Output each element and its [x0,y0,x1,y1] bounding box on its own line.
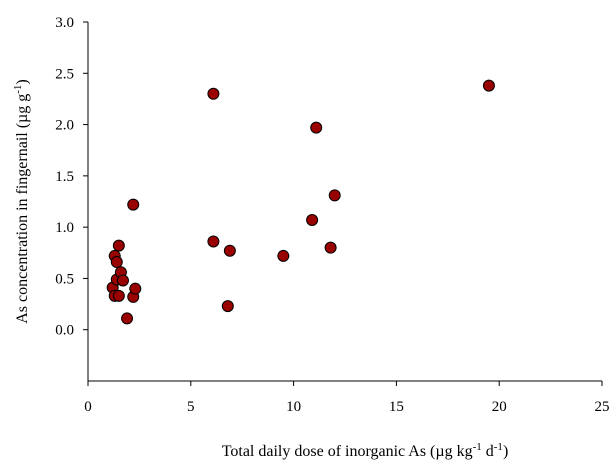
x-tick-label: 5 [187,399,195,415]
data-point [112,239,125,252]
data-point [223,244,236,257]
x-axis-title: Total daily dose of inorganic As (µg kg-… [222,441,509,460]
y-ticks: 0.0 0.5 1.0 1.5 2.0 2.5 3.0 [55,15,88,339]
data-point [482,79,495,92]
data-point [110,256,123,269]
data-points [106,79,495,325]
data-point [127,198,140,211]
data-point [324,241,337,254]
x-tick-label: 0 [84,399,92,415]
y-tick-label: 2.0 [55,118,74,134]
x-tick-label: 25 [595,399,610,415]
x-tick-label: 15 [389,399,404,415]
y-tick-label: 2.5 [55,66,74,82]
data-point [207,87,220,100]
x-tick-label: 10 [286,399,301,415]
data-point [207,235,220,248]
y-tick-label: 0.0 [55,323,74,339]
y-tick-label: 3.0 [55,15,74,31]
data-point [121,312,134,325]
axes [87,22,602,382]
data-point [277,249,290,262]
data-point [221,300,234,313]
data-point [306,213,319,226]
y-tick-label: 0.5 [55,271,74,287]
x-tick-label: 20 [492,399,507,415]
y-tick-label: 1.0 [55,220,74,236]
y-tick-label: 1.5 [55,169,74,185]
data-point [129,282,142,295]
data-point [328,189,341,202]
data-point [310,121,323,134]
data-point [112,289,125,302]
x-ticks: 0 5 10 15 20 25 [84,381,610,415]
y-axis-title: As concentration in fingernail (µg g-1) [12,79,31,324]
data-point [116,274,129,287]
